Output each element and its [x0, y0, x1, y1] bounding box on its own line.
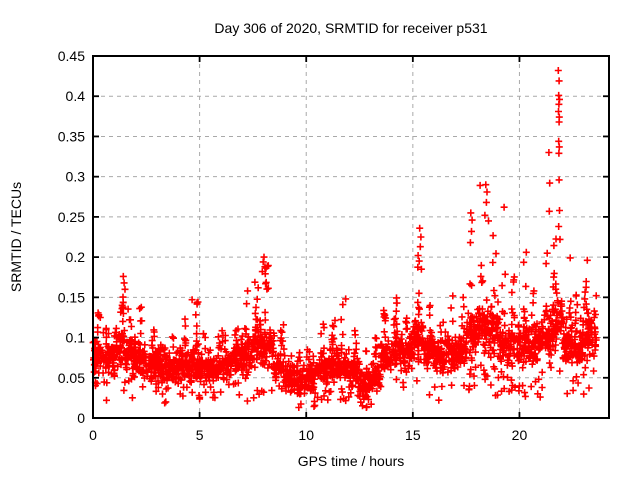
y-tick-label: 0.35 — [58, 128, 85, 144]
y-tick-label: 0 — [77, 410, 85, 426]
x-tick-label: 20 — [512, 427, 528, 443]
scatter-points — [89, 67, 600, 411]
y-tick-label: 0.2 — [66, 249, 86, 265]
x-axis-label: GPS time / hours — [298, 453, 405, 469]
y-tick-label: 0.05 — [58, 370, 85, 386]
axes-layer — [92, 55, 610, 419]
x-tick-label: 15 — [405, 427, 421, 443]
y-tick-label: 0.3 — [66, 169, 86, 185]
x-tick-label: 10 — [298, 427, 314, 443]
tick-labels-layer: 0 5 10 15 20 0 0.05 0.1 0.15 0.2 0.25 0.3 0.35 0.4 0.4… — [58, 48, 528, 443]
x-tick-label: 0 — [89, 427, 97, 443]
y-tick-label: 0.1 — [66, 330, 86, 346]
y-tick-label: 0.25 — [58, 209, 85, 225]
data-points-layer — [89, 67, 600, 411]
y-tick-label: 0.15 — [58, 289, 85, 305]
x-tick-label: 5 — [196, 427, 204, 443]
y-tick-label: 0.4 — [66, 88, 86, 104]
y-tick-label: 0.45 — [58, 48, 85, 64]
plot-border — [92, 55, 610, 419]
chart-title: Day 306 of 2020, SRMTID for receiver p53… — [214, 20, 487, 36]
y-axis-label: SRMTID / TECUs — [8, 182, 24, 292]
